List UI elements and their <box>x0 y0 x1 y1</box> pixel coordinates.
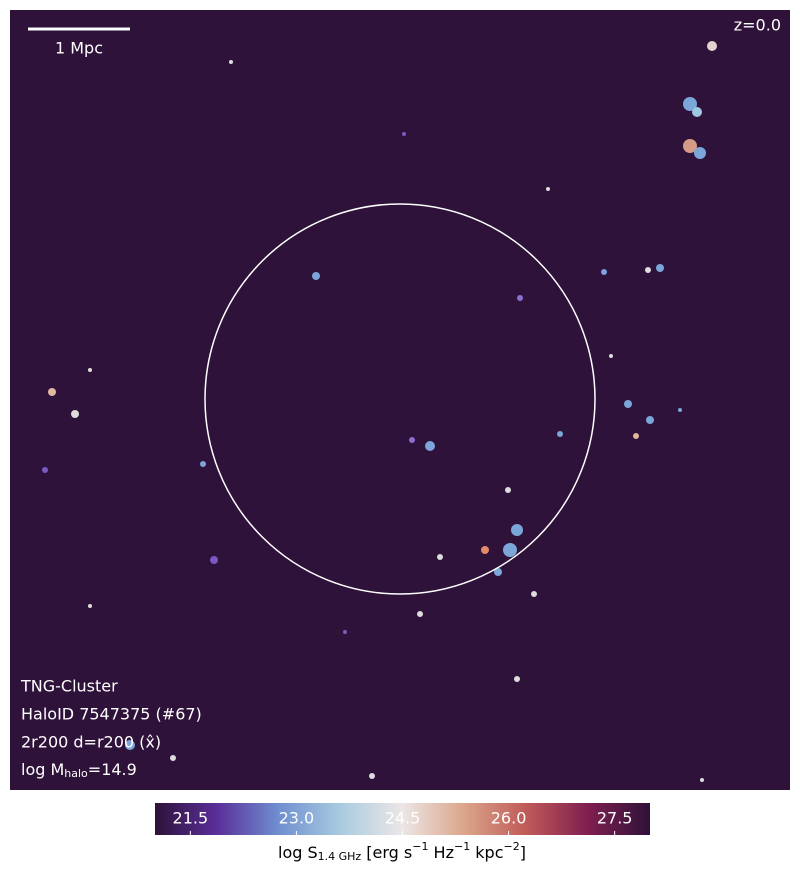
mass-subscript: halo <box>64 767 88 780</box>
colorbar-gradient <box>155 803 650 835</box>
colorbar: 21.5 23.0 24.5 26.0 27.5 <box>155 803 650 835</box>
label-part: Hz <box>428 843 454 862</box>
label-part: [erg s <box>361 843 412 862</box>
mass-text: log M <box>21 760 64 779</box>
r200-circle <box>204 203 596 595</box>
label-subscript: 1.4 GHz <box>318 850 362 863</box>
emission-blobs <box>42 41 717 782</box>
label-part: kpc <box>470 843 503 862</box>
scale-bar-label: 1 Mpc <box>55 39 103 58</box>
label-part: ] <box>520 843 526 862</box>
colorbar-tick-label: 27.5 <box>597 809 633 828</box>
info-line: TNG-Cluster <box>20 677 118 696</box>
map-background <box>10 10 790 790</box>
colorbar-label: log S1.4 GHz [erg s−1 Hz−1 kpc−2] <box>278 840 526 863</box>
info-line: HaloID 7547375 (#67) <box>21 705 202 724</box>
redshift-label: z=0.0 <box>734 16 781 35</box>
label-part: log S <box>278 843 318 862</box>
label-superscript: −1 <box>412 840 428 853</box>
info-line: 2r200 d=r200 (x̂) <box>21 733 161 752</box>
colorbar-tick-label: 23.0 <box>279 809 315 828</box>
label-superscript: −1 <box>454 840 470 853</box>
mass-label: log Mhalo=14.9 <box>21 760 137 781</box>
mass-value: =14.9 <box>88 760 137 779</box>
label-superscript: −2 <box>504 840 520 853</box>
colorbar-tick-label: 21.5 <box>173 809 209 828</box>
colorbar-tick-label: 24.5 <box>385 809 421 828</box>
colorbar-tick-label: 26.0 <box>491 809 527 828</box>
